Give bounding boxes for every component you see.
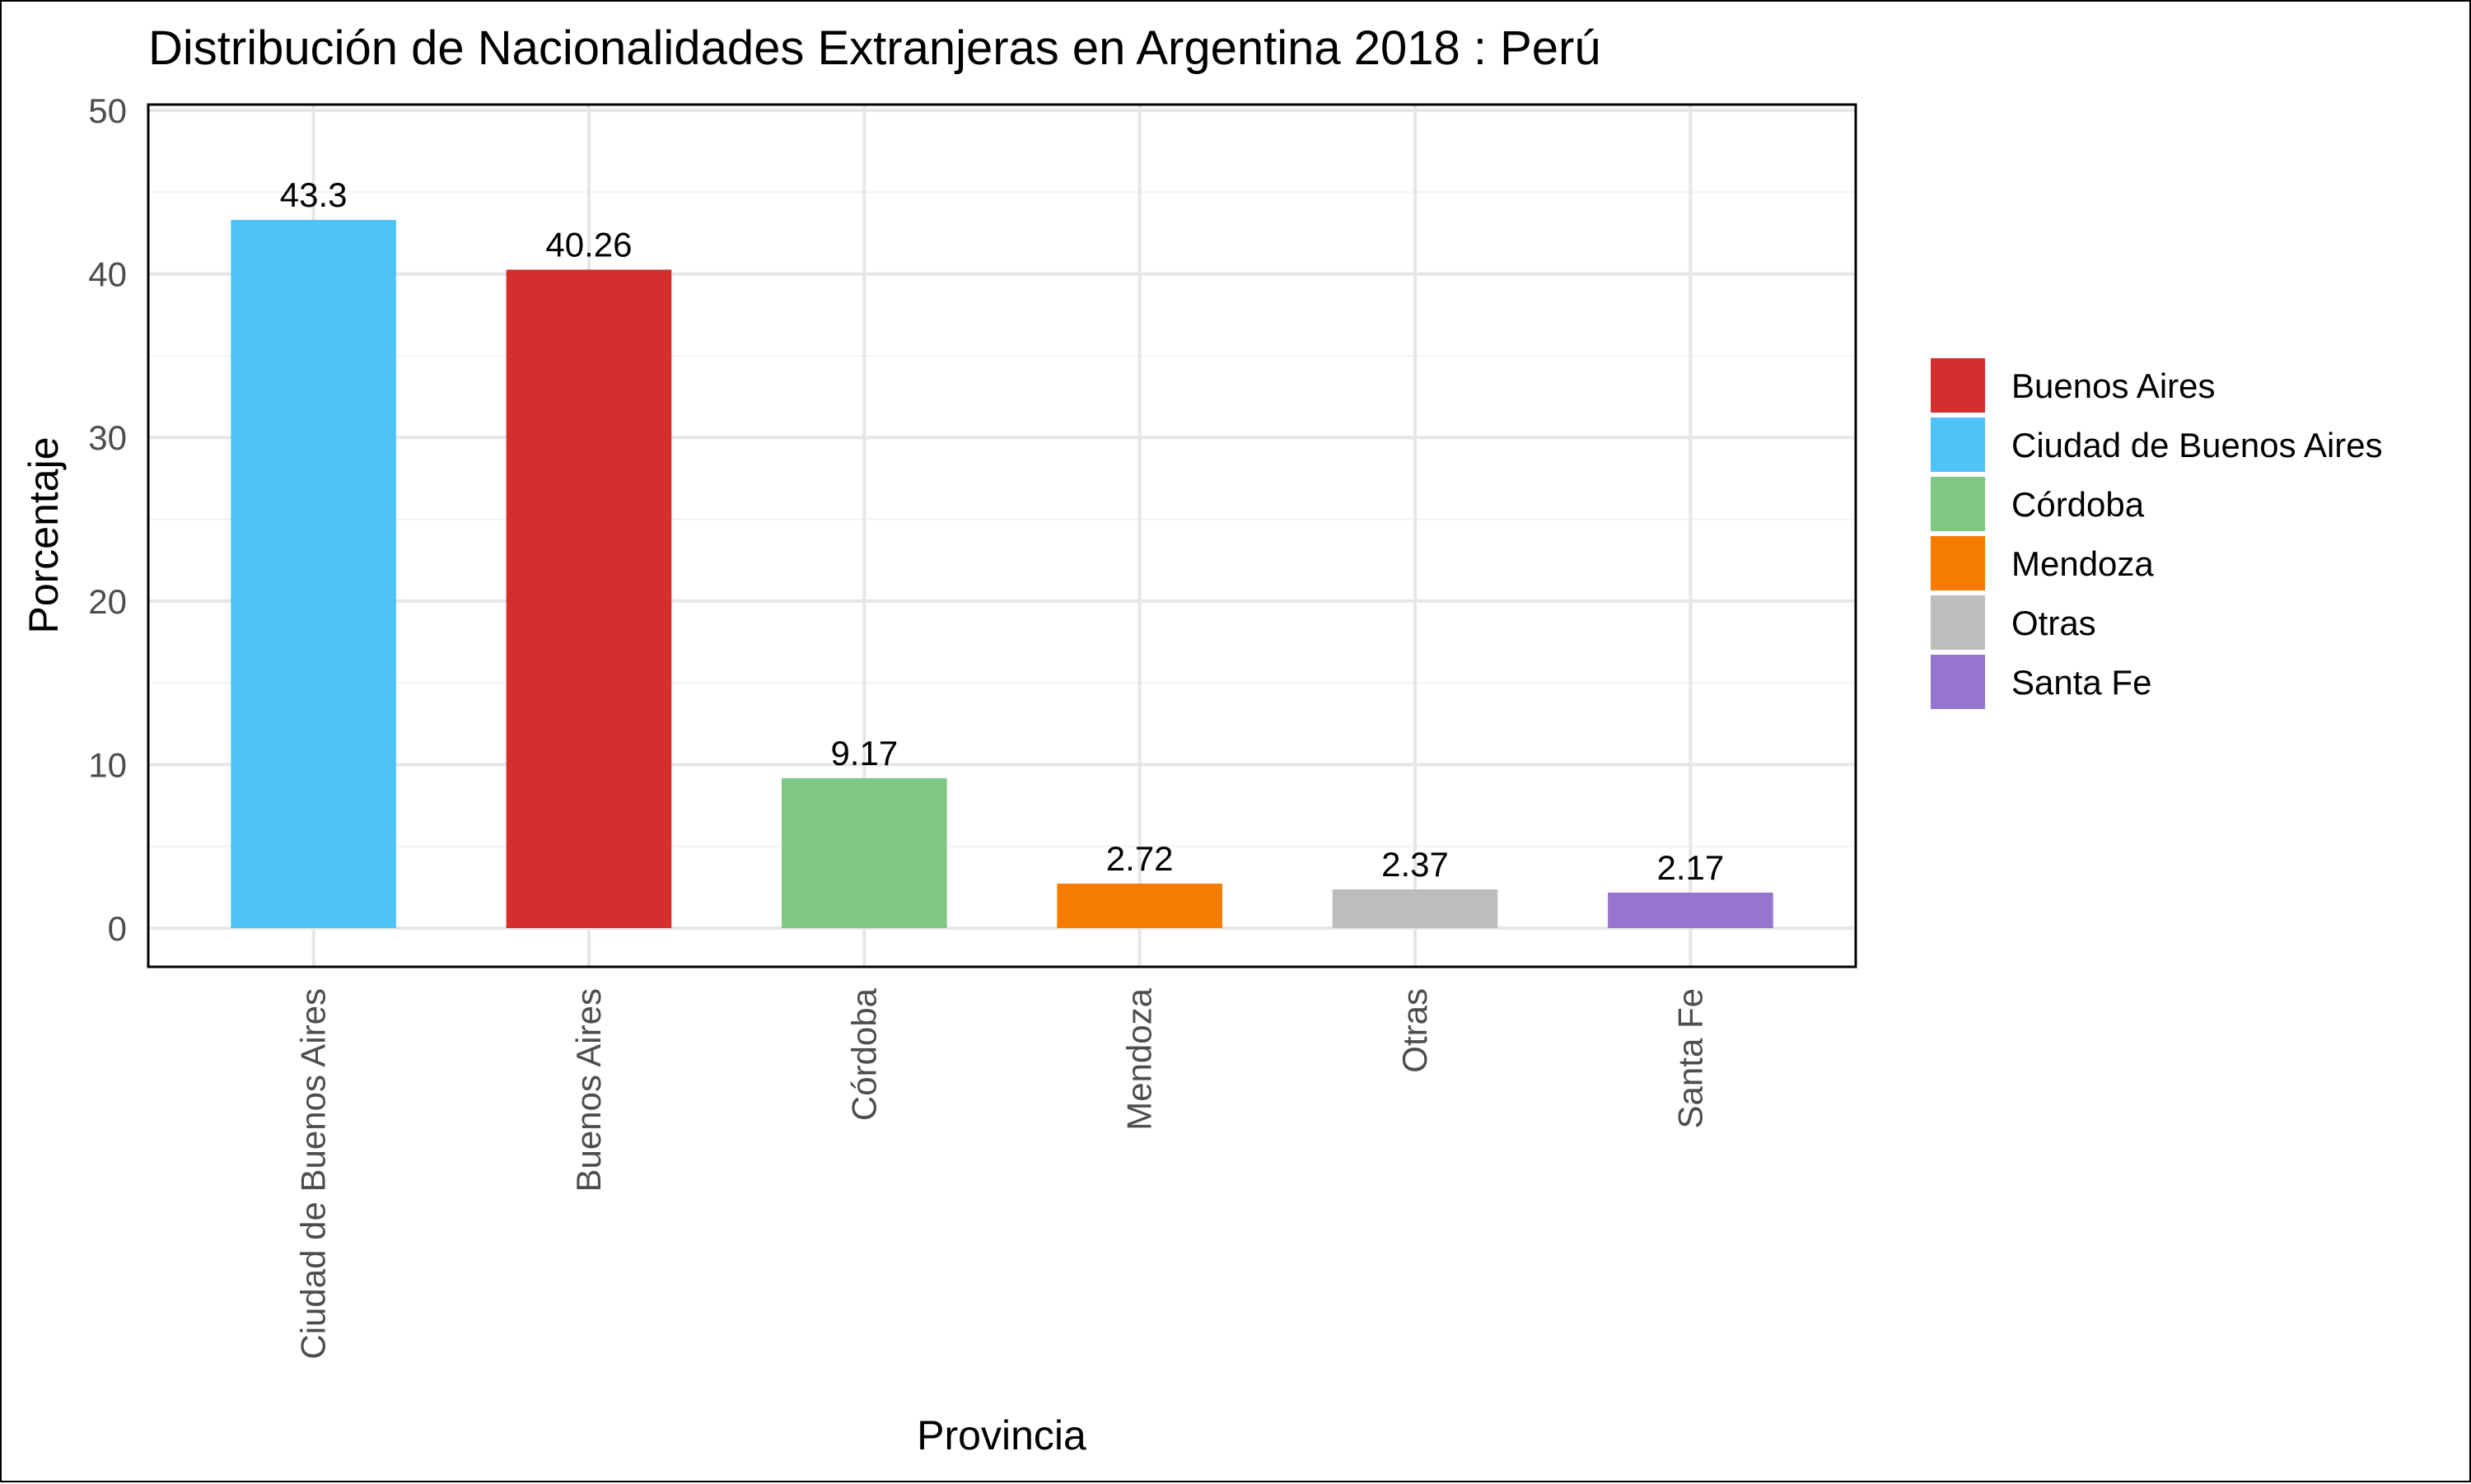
bar xyxy=(1332,889,1498,928)
bar xyxy=(506,269,672,928)
legend-swatch xyxy=(1931,536,1985,590)
legend-label: Buenos Aires xyxy=(2011,366,2216,405)
legend-swatch xyxy=(1931,595,1985,650)
legend: Buenos Aires Ciudad de Buenos Aires Córdob… xyxy=(1931,358,2383,709)
value-labels: 43.3 40.26 9.17 2.72 2.37 2.17 xyxy=(280,175,1725,887)
legend-label: Córdoba xyxy=(2011,485,2145,524)
y-axis-ticks: 0 10 20 30 40 50 xyxy=(88,91,127,948)
bar-value-label: 2.72 xyxy=(1106,839,1174,878)
x-axis-ticks: Ciudad de Buenos Aires Buenos Aires Córdob… xyxy=(294,987,1710,1359)
legend-swatch xyxy=(1931,418,1985,472)
x-tick-label: Santa Fe xyxy=(1670,988,1709,1128)
legend-swatch xyxy=(1931,655,1985,709)
y-tick-label: 20 xyxy=(88,582,127,621)
x-tick-label: Buenos Aires xyxy=(569,988,608,1192)
bar-value-label: 9.17 xyxy=(830,734,898,772)
x-tick-label: Ciudad de Buenos Aires xyxy=(294,988,333,1360)
legend-label: Ciudad de Buenos Aires xyxy=(2011,426,2383,464)
y-tick-label: 30 xyxy=(88,418,127,457)
x-tick-label: Otras xyxy=(1395,988,1434,1073)
bar-value-label: 2.37 xyxy=(1381,845,1449,884)
grid xyxy=(148,105,1856,967)
bar xyxy=(782,777,947,928)
bar xyxy=(1057,883,1222,928)
chart-title: Distribución de Nacionalidades Extranjer… xyxy=(148,21,1601,75)
y-axis-label: Porcentaje xyxy=(21,436,67,633)
y-tick-label: 50 xyxy=(88,91,127,130)
bar-value-label: 40.26 xyxy=(545,225,632,264)
legend-label: Mendoza xyxy=(2011,544,2154,583)
bar-value-label: 43.3 xyxy=(280,175,348,214)
plot-panel-border xyxy=(147,103,1857,968)
bar xyxy=(1608,892,1773,928)
bars xyxy=(231,220,1773,928)
legend-swatch xyxy=(1931,477,1985,531)
bar xyxy=(231,220,396,928)
y-tick-label: 40 xyxy=(88,255,127,294)
x-tick-label: Córdoba xyxy=(844,987,883,1121)
y-tick-label: 0 xyxy=(108,909,127,948)
bar-value-label: 2.17 xyxy=(1657,848,1725,887)
x-axis-label: Provincia xyxy=(917,1412,1086,1458)
y-tick-label: 10 xyxy=(88,745,127,784)
legend-swatch xyxy=(1931,358,1985,413)
legend-label: Santa Fe xyxy=(2011,663,2151,702)
x-tick-label: Mendoza xyxy=(1120,987,1159,1130)
legend-label: Otras xyxy=(2011,604,2096,642)
